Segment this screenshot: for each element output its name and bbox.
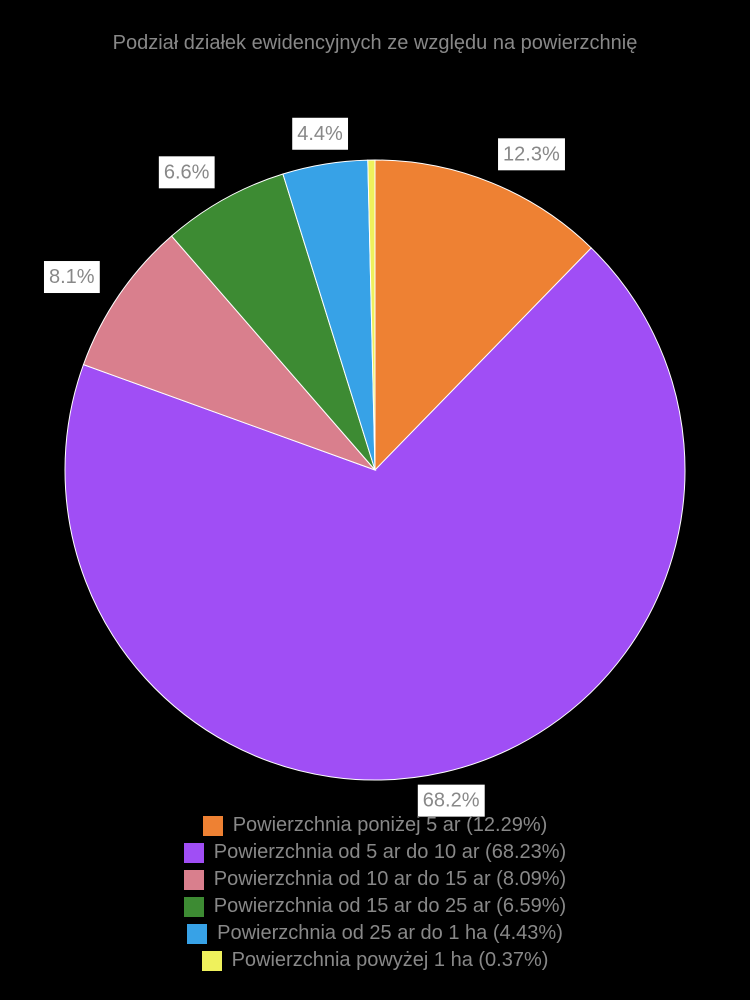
legend-item: Powierzchnia poniżej 5 ar (12.29%): [203, 814, 548, 837]
legend-label: Powierzchnia od 25 ar do 1 ha (4.43%): [217, 922, 563, 945]
slice-label: 8.1%: [44, 261, 100, 293]
slice-label: 12.3%: [498, 138, 565, 170]
legend-item: Powierzchnia od 5 ar do 10 ar (68.23%): [184, 841, 566, 864]
svg-text:4.4%: 4.4%: [297, 123, 343, 145]
chart-title: Podział działek ewidencyjnych ze względu…: [0, 32, 750, 55]
svg-text:68.2%: 68.2%: [423, 790, 480, 812]
legend-item: Powierzchnia od 15 ar do 25 ar (6.59%): [184, 895, 566, 918]
legend-item: Powierzchnia od 10 ar do 15 ar (8.09%): [184, 868, 566, 891]
legend-swatch: [203, 816, 223, 836]
slice-label: 4.4%: [292, 118, 348, 150]
legend-label: Powierzchnia od 10 ar do 15 ar (8.09%): [214, 868, 566, 891]
legend-label: Powierzchnia od 15 ar do 25 ar (6.59%): [214, 895, 566, 918]
legend-label: Powierzchnia od 5 ar do 10 ar (68.23%): [214, 841, 566, 864]
legend-label: Powierzchnia poniżej 5 ar (12.29%): [233, 814, 548, 837]
legend-item: Powierzchnia od 25 ar do 1 ha (4.43%): [187, 922, 563, 945]
pie-chart: 12.3% 68.2% 8.1% 6.6% 4.4%: [0, 80, 750, 850]
legend: Powierzchnia poniżej 5 ar (12.29%) Powier…: [0, 814, 750, 972]
legend-swatch: [184, 870, 204, 890]
svg-text:12.3%: 12.3%: [503, 143, 560, 165]
slice-label: 6.6%: [159, 156, 215, 188]
legend-swatch: [187, 924, 207, 944]
legend-swatch: [184, 843, 204, 863]
chart-container: Podział działek ewidencyjnych ze względu…: [0, 0, 750, 1000]
svg-text:8.1%: 8.1%: [49, 266, 95, 288]
legend-swatch: [202, 951, 222, 971]
legend-swatch: [184, 897, 204, 917]
svg-text:6.6%: 6.6%: [164, 161, 210, 183]
slice-label: 68.2%: [418, 785, 485, 817]
legend-label: Powierzchnia powyżej 1 ha (0.37%): [232, 949, 549, 972]
legend-item: Powierzchnia powyżej 1 ha (0.37%): [202, 949, 549, 972]
